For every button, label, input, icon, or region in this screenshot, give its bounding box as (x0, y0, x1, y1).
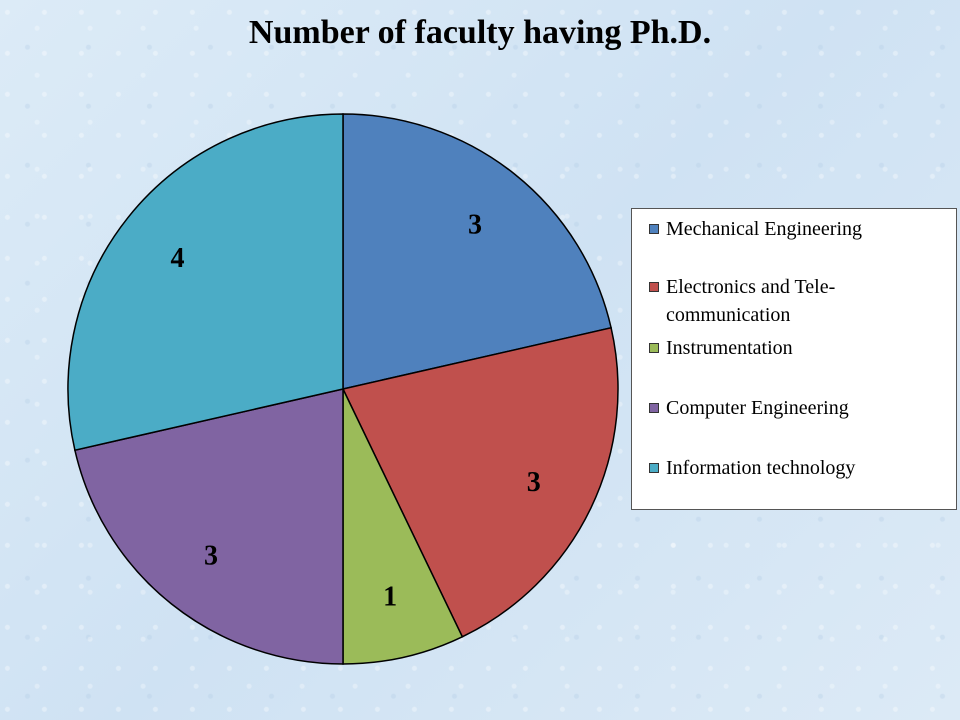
pie-slice-computer-engineering (73, 388, 344, 665)
legend-item-mechanical-engineering: Mechanical Engineering (649, 215, 956, 243)
legend-item-electronics-telecommunication: Electronics and Tele- communication (649, 273, 956, 329)
data-label-electronics-and-tele-communication: 3 (527, 467, 541, 498)
legend-item-information-technology: Information technology (649, 454, 956, 482)
legend-item-computer-engineering: Computer Engineering (649, 394, 956, 422)
data-label-information-technology: 4 (170, 243, 184, 274)
pie-slice-mechanical-engineering (342, 113, 613, 390)
legend-swatch-computer-engineering (649, 403, 659, 413)
legend-swatch-instrumentation (649, 343, 659, 353)
pie-slice-information-technology (67, 113, 344, 452)
legend-label-electronics-telecommunication-line2: communication (666, 304, 791, 326)
legend-label-computer-engineering: Computer Engineering (666, 397, 849, 419)
legend-swatch-mechanical-engineering (649, 224, 659, 234)
data-label-instrumentation: 1 (383, 581, 397, 612)
legend-item-instrumentation: Instrumentation (649, 334, 956, 362)
legend-label-instrumentation: Instrumentation (666, 337, 793, 359)
legend-label-electronics-telecommunication-line1: Electronics and Tele- (666, 276, 836, 298)
legend-label-mechanical-engineering: Mechanical Engineering (666, 218, 863, 240)
pie-slice-instrumentation (342, 388, 464, 665)
chart-title: Number of faculty having Ph.D. (248, 14, 712, 51)
pie-slices (67, 113, 619, 665)
chart-legend: Mechanical Engineering Electronics and T… (631, 208, 957, 510)
pie-slice-electronics-and-tele-communication (341, 326, 619, 638)
data-label-computer-engineering: 3 (204, 541, 218, 572)
pie-data-labels: 3 3 1 3 4 (170, 209, 540, 612)
legend-label-information-technology: Information technology (666, 457, 856, 479)
data-label-mechanical-engineering: 3 (468, 209, 482, 240)
legend-swatch-electronics-telecommunication (649, 282, 659, 292)
legend-swatch-information-technology (649, 463, 659, 473)
